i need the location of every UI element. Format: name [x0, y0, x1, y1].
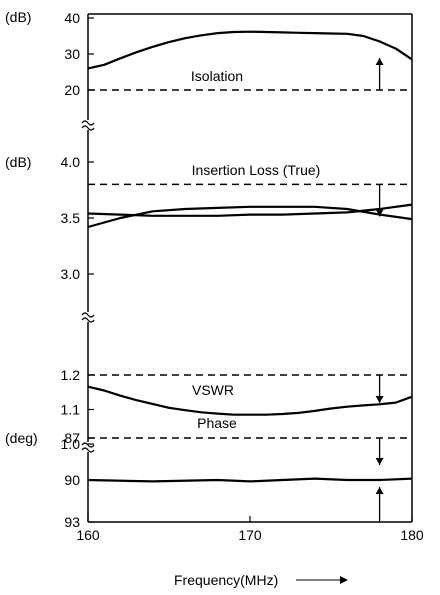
panel-label: Insertion Loss (True): [192, 162, 321, 178]
x-tick-label: 160: [76, 527, 100, 543]
series-line: [87, 385, 413, 416]
x-tick-label: 180: [400, 527, 424, 543]
y-tick-label: 87: [64, 430, 80, 446]
y-tick-label: 30: [64, 46, 80, 62]
spec-arrow: [375, 58, 384, 90]
y-tick-label: 3.5: [61, 210, 81, 226]
chart-panels: 40 30 20 (dB) Isolation 4.0 3.5 3.0 (dB) Insertio…: [5, 9, 413, 530]
y-tick-label: 40: [64, 10, 80, 26]
x-axis-arrow: [296, 576, 348, 584]
y-unit-label: (deg): [5, 430, 38, 446]
y-tick-label: 3.0: [61, 266, 81, 282]
y-tick-label: 93: [64, 514, 80, 530]
panel-label: VSWR: [192, 382, 234, 398]
y-tick-label: 1.2: [61, 367, 81, 383]
x-axis: 160 170 180 Frequency(MHz): [76, 527, 424, 588]
axis-break-mark: [81, 312, 95, 318]
axis-break-mark: [81, 125, 95, 131]
series-line: [87, 203, 413, 217]
axis-break-mark: [81, 447, 95, 453]
y-unit-label: (dB): [5, 9, 31, 25]
chart-axes: [81, 13, 413, 523]
axis-break-mark: [81, 317, 95, 323]
spec-arrow: [375, 487, 384, 522]
y-tick-label: 1.1: [61, 402, 81, 418]
series-line: [87, 477, 413, 483]
spec-arrow: [375, 184, 384, 217]
y-tick-label: 90: [64, 472, 80, 488]
axis-break-mark: [81, 120, 95, 126]
series-line: [87, 30, 413, 70]
y-tick-label: 20: [64, 82, 80, 98]
x-tick-label: 170: [238, 527, 262, 543]
y-tick-label: 4.0: [61, 154, 81, 170]
spec-arrow: [375, 438, 384, 465]
x-axis-label: Frequency(MHz): [174, 572, 278, 588]
y-unit-label: (dB): [5, 154, 31, 170]
spec-arrow: [375, 375, 384, 403]
axis-break-mark: [81, 442, 95, 448]
y-tick-label: 1.0: [61, 436, 81, 452]
panel-label: Isolation: [191, 68, 243, 84]
panel-label: Phase: [197, 415, 237, 431]
